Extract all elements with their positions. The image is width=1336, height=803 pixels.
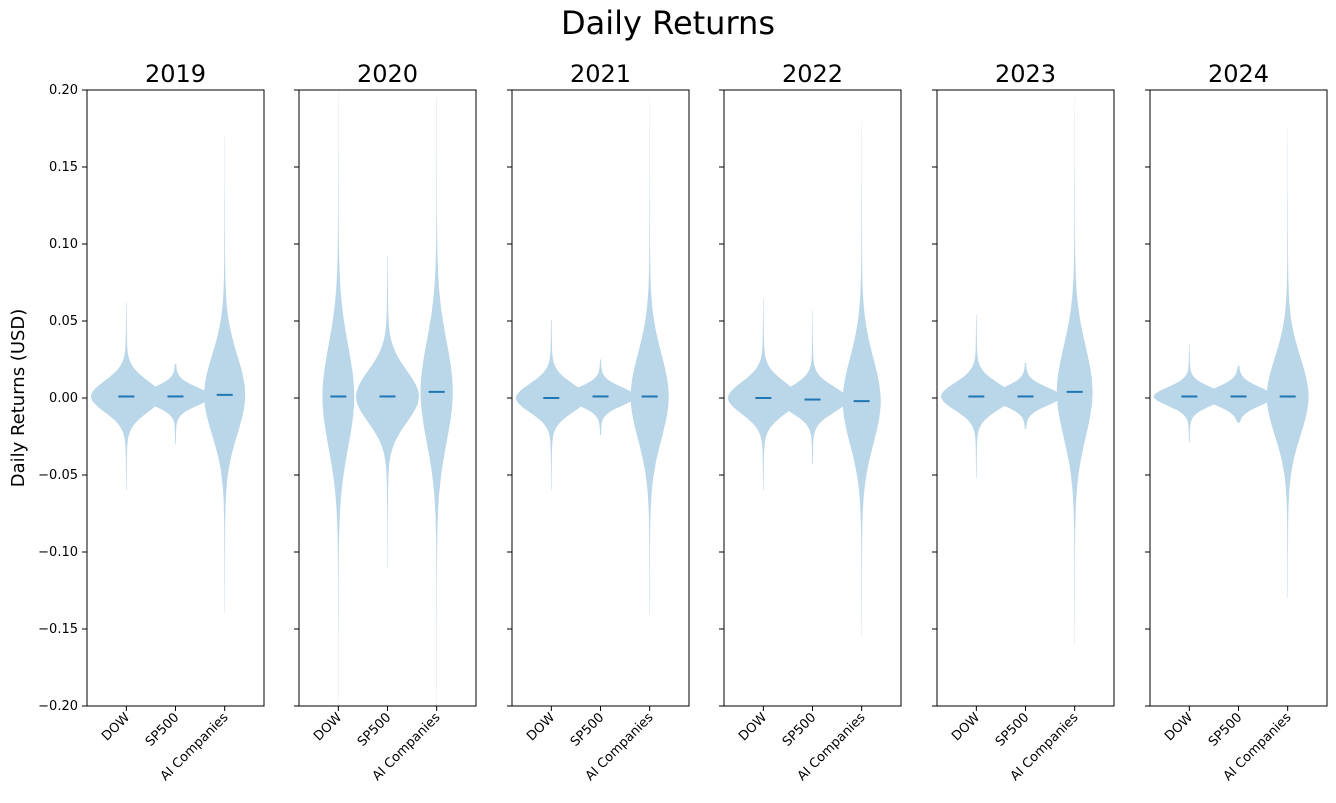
violin-2022-dow bbox=[727, 299, 799, 491]
y-tick-label: 0.15 bbox=[49, 160, 78, 175]
y-tick-label: 0.00 bbox=[49, 391, 78, 406]
y-axis-label: Daily Returns (USD) bbox=[8, 309, 29, 488]
x-tick-label: DOW bbox=[311, 710, 345, 744]
y-tick-label: 0.10 bbox=[49, 237, 78, 252]
x-tick-label: SP500 bbox=[993, 710, 1033, 750]
violin-2024-dow bbox=[1153, 344, 1225, 443]
violin-2019-sp500 bbox=[140, 364, 211, 445]
y-tick-label: −0.15 bbox=[38, 622, 78, 637]
y-tick-label: −0.20 bbox=[38, 699, 78, 714]
violin-2020-ai-companies bbox=[420, 97, 453, 706]
x-tick-label: DOW bbox=[949, 710, 983, 744]
panel-title-2021: 2021 bbox=[570, 60, 631, 88]
x-tick-label: DOW bbox=[736, 710, 770, 744]
violin-2020-dow bbox=[322, 90, 355, 706]
violin-2021-dow bbox=[515, 319, 587, 491]
x-tick-label: SP500 bbox=[355, 710, 395, 750]
y-tick-label: −0.05 bbox=[38, 468, 78, 483]
y-tick-label: −0.10 bbox=[38, 545, 78, 560]
violin-2024-ai-companies bbox=[1266, 128, 1309, 599]
panel-title-2023: 2023 bbox=[995, 60, 1056, 88]
violin-2019-ai-companies bbox=[204, 136, 246, 614]
x-tick-label: DOW bbox=[524, 710, 558, 744]
panel-title-2024: 2024 bbox=[1208, 60, 1269, 88]
x-tick-label: DOW bbox=[1162, 710, 1196, 744]
x-tick-label: SP500 bbox=[568, 710, 608, 750]
x-tick-label: SP500 bbox=[780, 710, 820, 750]
x-tick-label: DOW bbox=[99, 710, 133, 744]
violin-2020-sp500 bbox=[356, 256, 419, 568]
violin-2022-sp500 bbox=[777, 310, 848, 465]
panel-2019: 2019 −0.20 −0.15 −0.10 −0.05 0.00 0.05 0.10 0.15… bbox=[38, 60, 265, 784]
x-tick-label: SP500 bbox=[1206, 710, 1246, 750]
panel-title-2022: 2022 bbox=[782, 60, 843, 88]
figure-title: Daily Returns bbox=[561, 4, 775, 42]
violin-2024-sp500 bbox=[1203, 365, 1274, 423]
y-tick-label: 0.05 bbox=[49, 314, 78, 329]
violin-2022-ai-companies bbox=[842, 120, 881, 637]
y-tick-label: 0.20 bbox=[49, 83, 78, 98]
violin-2023-ai-companies bbox=[1056, 97, 1093, 645]
panel-title-2019: 2019 bbox=[145, 60, 206, 88]
violin-2021-ai-companies bbox=[630, 97, 669, 614]
x-tick-label: SP500 bbox=[143, 710, 183, 750]
panel-title-2020: 2020 bbox=[357, 60, 418, 88]
